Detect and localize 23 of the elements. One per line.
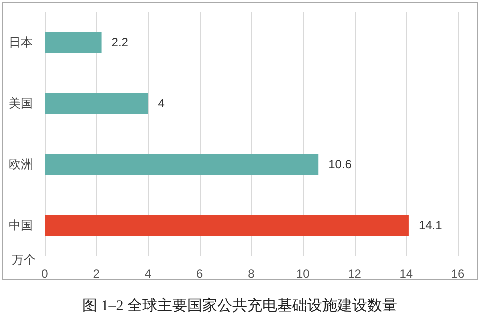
text: 图 1–2 全球主要国家公共充电基础设施建设数量 [82,298,398,314]
y-tick-label: 中国 [9,218,33,232]
bar [45,32,102,53]
data-label: 14.1 [418,218,443,232]
y-tick-label: 美国 [9,96,33,110]
bar [45,93,148,114]
data-label: 2.2 [112,36,129,50]
x-tick-label: 2 [93,267,100,281]
x-tick-label: 14 [400,267,414,281]
x-tick-label: 8 [248,267,256,281]
data-label: 4 [158,96,166,110]
x-tick-label: 6 [196,267,204,281]
x-tick-label: 16 [451,267,465,281]
y-tick-label: 欧洲 [9,158,33,172]
x-tick-label: 4 [144,267,152,281]
x-axis-title: 万个 [12,253,36,267]
x-tick-label: 10 [296,267,310,281]
y-tick-label: 日本 [9,36,33,50]
x-tick-label: 12 [348,267,362,281]
x-tick-label: 0 [42,267,49,281]
bar [45,215,409,236]
data-label: 10.6 [328,158,352,172]
bar [45,154,319,175]
